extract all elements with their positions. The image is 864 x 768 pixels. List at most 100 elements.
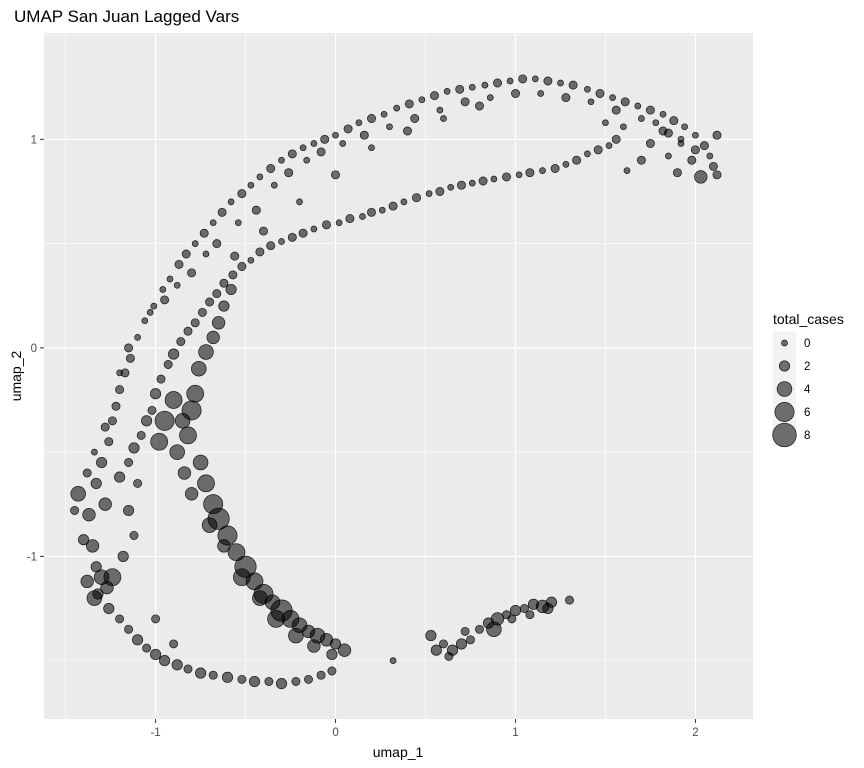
data-point [192, 454, 209, 471]
data-point [150, 648, 162, 660]
data-point [620, 123, 627, 131]
data-point [177, 466, 192, 480]
data-point [557, 79, 564, 87]
data-point [531, 75, 539, 83]
data-point [322, 220, 331, 230]
data-point [107, 416, 117, 426]
data-point [605, 142, 613, 149]
data-point [332, 131, 339, 139]
data-point [212, 239, 222, 249]
data-point [298, 228, 308, 238]
legend-key-symbol [772, 422, 797, 448]
data-point [124, 458, 134, 467]
data-point [359, 130, 369, 140]
data-point [404, 99, 414, 109]
data-point [636, 155, 646, 165]
data-point [602, 119, 609, 127]
data-point [444, 651, 454, 661]
data-point [255, 247, 265, 257]
data-point [708, 161, 718, 171]
data-point [634, 102, 642, 110]
data-point [160, 295, 170, 305]
data-point [359, 213, 366, 220]
legend: total_cases 0 2 4 6 8 [772, 311, 844, 448]
data-point [518, 74, 528, 84]
data-point [266, 164, 276, 173]
data-point [251, 205, 261, 215]
data-point [329, 638, 342, 650]
data-point [96, 456, 108, 469]
data-point [103, 568, 122, 587]
data-point [595, 89, 605, 98]
data-point [378, 206, 386, 214]
data-point [197, 307, 207, 317]
data-point [195, 667, 207, 679]
data-point [565, 595, 574, 605]
data-point [310, 225, 318, 233]
data-point [111, 401, 121, 411]
data-point [468, 179, 476, 187]
data-point [264, 677, 274, 686]
data-point [460, 626, 470, 636]
data-point [136, 430, 146, 440]
data-point [104, 437, 114, 447]
data-point [645, 105, 655, 115]
data-point [502, 172, 511, 182]
data-point [475, 101, 484, 111]
data-point [179, 426, 197, 445]
data-point [562, 161, 570, 168]
data-point [234, 219, 242, 227]
data-point [457, 180, 466, 190]
data-point [611, 105, 621, 115]
data-point [252, 590, 268, 606]
data-point [85, 539, 100, 553]
plot-panel [44, 33, 753, 719]
data-point [124, 624, 134, 634]
data-point [124, 343, 134, 353]
data-point [225, 283, 237, 296]
axis-ticks: -1 0 1 2 -1 0 1 [27, 134, 699, 739]
legend-entry-label: 0 [804, 338, 810, 350]
data-point [692, 131, 699, 139]
data-point [490, 175, 498, 183]
data-point [146, 309, 154, 316]
data-point [478, 176, 488, 186]
x-axis-label: umap_1 [373, 744, 424, 760]
data-point [525, 610, 535, 620]
data-point [316, 147, 326, 157]
data-point [287, 232, 297, 242]
data-point [537, 90, 545, 97]
data-point [486, 94, 494, 101]
data-point [460, 97, 470, 107]
data-point [259, 226, 268, 236]
data-point [584, 85, 591, 93]
data-point [658, 126, 668, 136]
data-point [712, 170, 722, 180]
data-point [303, 156, 311, 164]
data-point [481, 81, 489, 89]
data-point [209, 219, 217, 227]
legend-title: total_cases [773, 311, 844, 327]
data-point [100, 422, 110, 432]
data-point [270, 181, 278, 189]
data-point [248, 675, 261, 688]
y-tick-label: 1 [31, 134, 37, 146]
data-point [304, 674, 313, 684]
data-point [712, 130, 722, 140]
data-point [316, 670, 326, 680]
data-point [430, 91, 439, 101]
data-point [439, 639, 448, 649]
data-point [128, 442, 140, 454]
data-point [190, 318, 200, 328]
data-point [150, 302, 158, 310]
data-point [561, 93, 571, 103]
data-point [337, 643, 352, 657]
data-point [206, 330, 220, 345]
data-point [310, 140, 318, 147]
data-point [186, 384, 205, 403]
data-point [520, 604, 529, 613]
data-point [345, 214, 355, 224]
data-point [132, 634, 144, 646]
data-point [418, 96, 426, 104]
data-point [169, 639, 179, 649]
